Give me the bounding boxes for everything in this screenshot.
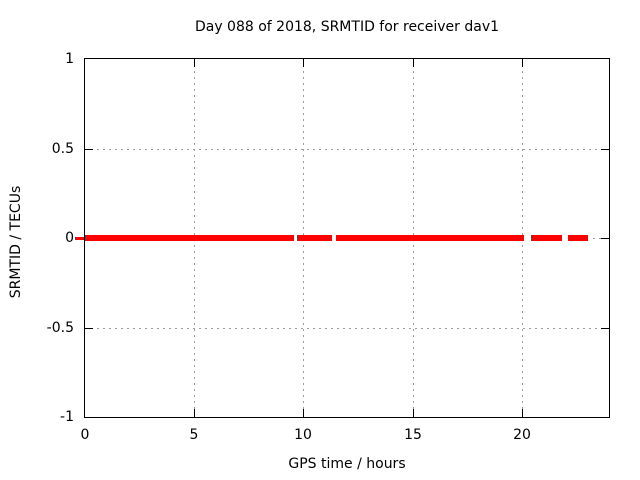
- x-tick-top: [413, 59, 414, 67]
- y-tick-left: [85, 149, 93, 150]
- x-tick-bottom: [522, 409, 523, 417]
- chart-title: Day 088 of 2018, SRMTID for receiver dav…: [194, 19, 500, 35]
- x-tick-label: 20: [513, 427, 531, 443]
- plot-area: [84, 58, 610, 418]
- x-tick-label: 10: [294, 427, 312, 443]
- y-tick-left: [85, 328, 93, 329]
- y-tick-label: 1: [65, 51, 74, 67]
- y-gridline: [85, 328, 609, 329]
- x-tick-top: [303, 59, 304, 67]
- x-tick-label: 15: [404, 427, 422, 443]
- zero-line-left-overhang-mark: [75, 237, 84, 240]
- data-line-segment: [336, 235, 524, 241]
- x-tick-bottom: [413, 409, 414, 417]
- y-tick-label: 0.5: [51, 141, 74, 157]
- data-line-segment: [531, 235, 562, 241]
- x-tick-label: 5: [189, 427, 199, 443]
- data-line-segment: [85, 235, 294, 241]
- y-gridline: [85, 149, 609, 150]
- data-line-segment: [568, 235, 588, 241]
- x-tick-bottom: [194, 409, 195, 417]
- x-tick-top: [194, 59, 195, 67]
- x-tick-label: 0: [80, 427, 90, 443]
- x-axis-label: GPS time / hours: [288, 456, 406, 472]
- x-tick-top: [522, 59, 523, 67]
- x-tick-bottom: [303, 409, 304, 417]
- y-tick-label: 0: [65, 230, 74, 246]
- y-tick-right: [601, 238, 609, 239]
- y-tick-label: -1: [60, 409, 74, 425]
- y-tick-label: -0.5: [46, 320, 74, 336]
- y-tick-right: [601, 149, 609, 150]
- data-line-segment: [297, 235, 332, 241]
- y-tick-right: [601, 328, 609, 329]
